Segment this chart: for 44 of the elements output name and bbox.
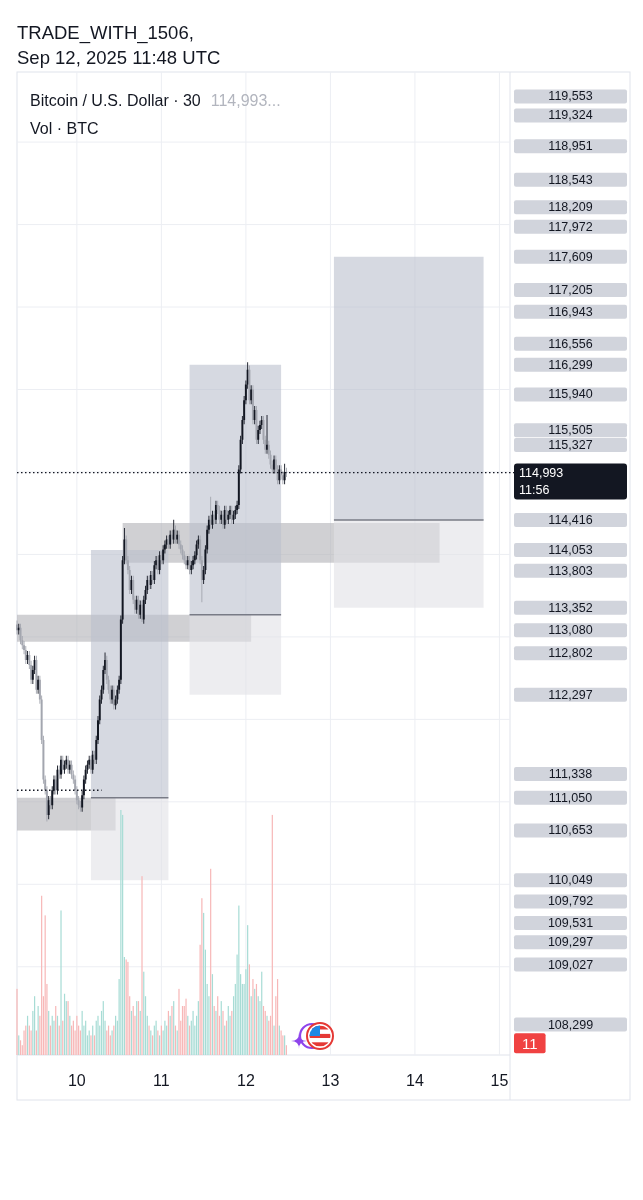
y-tick-label: 116,556 bbox=[548, 336, 593, 351]
y-tick-label: 115,327 bbox=[548, 438, 593, 452]
y-tick-label: 119,324 bbox=[548, 108, 593, 123]
y-tick-label: 111,338 bbox=[548, 766, 593, 781]
y-tick-label: 109,297 bbox=[547, 935, 594, 950]
y-tick-label: 117,609 bbox=[548, 249, 593, 264]
y-tick-label: 113,803 bbox=[548, 563, 593, 578]
y-tick-label: 109,792 bbox=[547, 894, 594, 909]
y-tick-label: 117,972 bbox=[548, 219, 593, 234]
ref-line-label: 114,993 bbox=[519, 465, 564, 480]
y-tick-label: 118,543 bbox=[548, 172, 593, 187]
text: 11:56 bbox=[519, 482, 550, 497]
x-tick-label: 12 bbox=[236, 1071, 255, 1089]
chart-title: TRADE_WITH_1506, bbox=[17, 21, 194, 44]
y-tick-label: 110,653 bbox=[548, 823, 593, 838]
annotation: Vol · BTC bbox=[30, 119, 99, 137]
y-tick-label: 115,940 bbox=[548, 387, 593, 402]
y-tick-label: 113,352 bbox=[548, 600, 593, 615]
x-tick-label: 10 bbox=[67, 1071, 86, 1089]
annotation: 114,993... bbox=[210, 91, 281, 109]
y-tick-label: 113,080 bbox=[548, 623, 593, 638]
annotation: Bitcoin / U.S. Dollar · 30 bbox=[30, 91, 201, 109]
y-tick-label: 117,205 bbox=[548, 283, 593, 298]
y-tick-label: 109,531 bbox=[547, 915, 594, 930]
y-tick-label: 116,299 bbox=[548, 357, 593, 372]
y-tick-label: 110,049 bbox=[548, 873, 593, 888]
y-tick-label: 114,053 bbox=[548, 543, 593, 558]
y-tick-label: 118,209 bbox=[548, 200, 593, 215]
y-tick-label: 112,802 bbox=[548, 646, 593, 661]
y-tick-label: 112,297 bbox=[548, 687, 593, 702]
chart-subtitle: Sep 12, 2025 11:48 UTC bbox=[17, 46, 221, 68]
y-tick-label: 109,027 bbox=[547, 957, 594, 972]
x-tick-label: 15 bbox=[490, 1071, 509, 1089]
x-tick-label: 14 bbox=[406, 1071, 424, 1089]
x-tick-label: 13 bbox=[321, 1071, 340, 1089]
y-tick-label: 118,951 bbox=[548, 139, 593, 154]
y-tick-label: 111,050 bbox=[548, 790, 593, 805]
y-tick-label: 119,553 bbox=[548, 89, 593, 104]
x-tick-label: 11 bbox=[153, 1071, 170, 1089]
y-tick-label: 115,505 bbox=[548, 423, 593, 438]
y-tick-label: 108,299 bbox=[547, 1017, 594, 1032]
y-tick-label: 116,943 bbox=[548, 304, 593, 319]
y-tick-label: 114,416 bbox=[548, 513, 593, 528]
text: 11 bbox=[522, 1034, 538, 1052]
